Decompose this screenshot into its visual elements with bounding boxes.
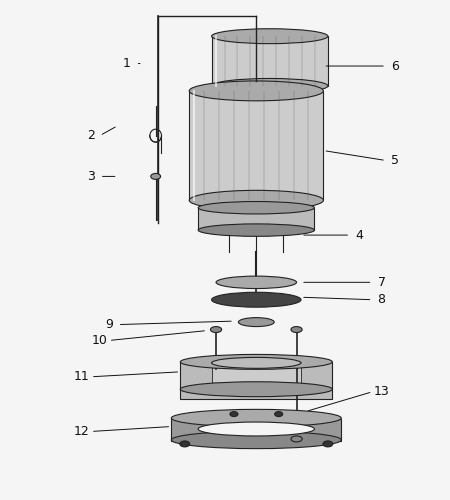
Text: 6: 6 bbox=[391, 60, 399, 72]
Text: 10: 10 bbox=[92, 334, 108, 347]
FancyBboxPatch shape bbox=[171, 419, 341, 442]
Ellipse shape bbox=[180, 382, 333, 396]
Ellipse shape bbox=[198, 202, 315, 214]
Text: 5: 5 bbox=[391, 154, 399, 167]
Ellipse shape bbox=[323, 441, 333, 447]
FancyBboxPatch shape bbox=[189, 91, 324, 200]
Ellipse shape bbox=[189, 190, 324, 210]
Ellipse shape bbox=[291, 326, 302, 332]
Ellipse shape bbox=[238, 318, 274, 326]
FancyBboxPatch shape bbox=[212, 36, 328, 86]
Text: 8: 8 bbox=[378, 293, 386, 306]
Text: 3: 3 bbox=[87, 170, 95, 183]
Text: 1: 1 bbox=[123, 57, 130, 70]
Ellipse shape bbox=[198, 422, 315, 436]
Ellipse shape bbox=[230, 412, 238, 416]
Ellipse shape bbox=[198, 224, 315, 236]
Ellipse shape bbox=[274, 412, 283, 416]
FancyBboxPatch shape bbox=[212, 362, 301, 392]
Ellipse shape bbox=[180, 354, 333, 370]
Text: 2: 2 bbox=[87, 129, 95, 142]
Ellipse shape bbox=[189, 81, 324, 101]
Ellipse shape bbox=[171, 410, 341, 427]
Text: 11: 11 bbox=[74, 370, 90, 384]
Ellipse shape bbox=[211, 326, 222, 332]
Text: 13: 13 bbox=[374, 385, 389, 398]
Ellipse shape bbox=[212, 292, 301, 307]
Ellipse shape bbox=[291, 436, 302, 442]
Ellipse shape bbox=[180, 441, 189, 447]
Text: 4: 4 bbox=[355, 228, 363, 241]
Ellipse shape bbox=[151, 174, 161, 180]
Text: 9: 9 bbox=[105, 318, 112, 331]
Ellipse shape bbox=[216, 276, 297, 288]
FancyBboxPatch shape bbox=[180, 362, 333, 399]
Ellipse shape bbox=[212, 28, 328, 44]
Ellipse shape bbox=[171, 431, 341, 448]
Ellipse shape bbox=[212, 78, 328, 94]
FancyBboxPatch shape bbox=[198, 208, 315, 230]
Text: 12: 12 bbox=[74, 425, 90, 438]
Ellipse shape bbox=[212, 358, 301, 368]
Text: 7: 7 bbox=[378, 276, 386, 289]
